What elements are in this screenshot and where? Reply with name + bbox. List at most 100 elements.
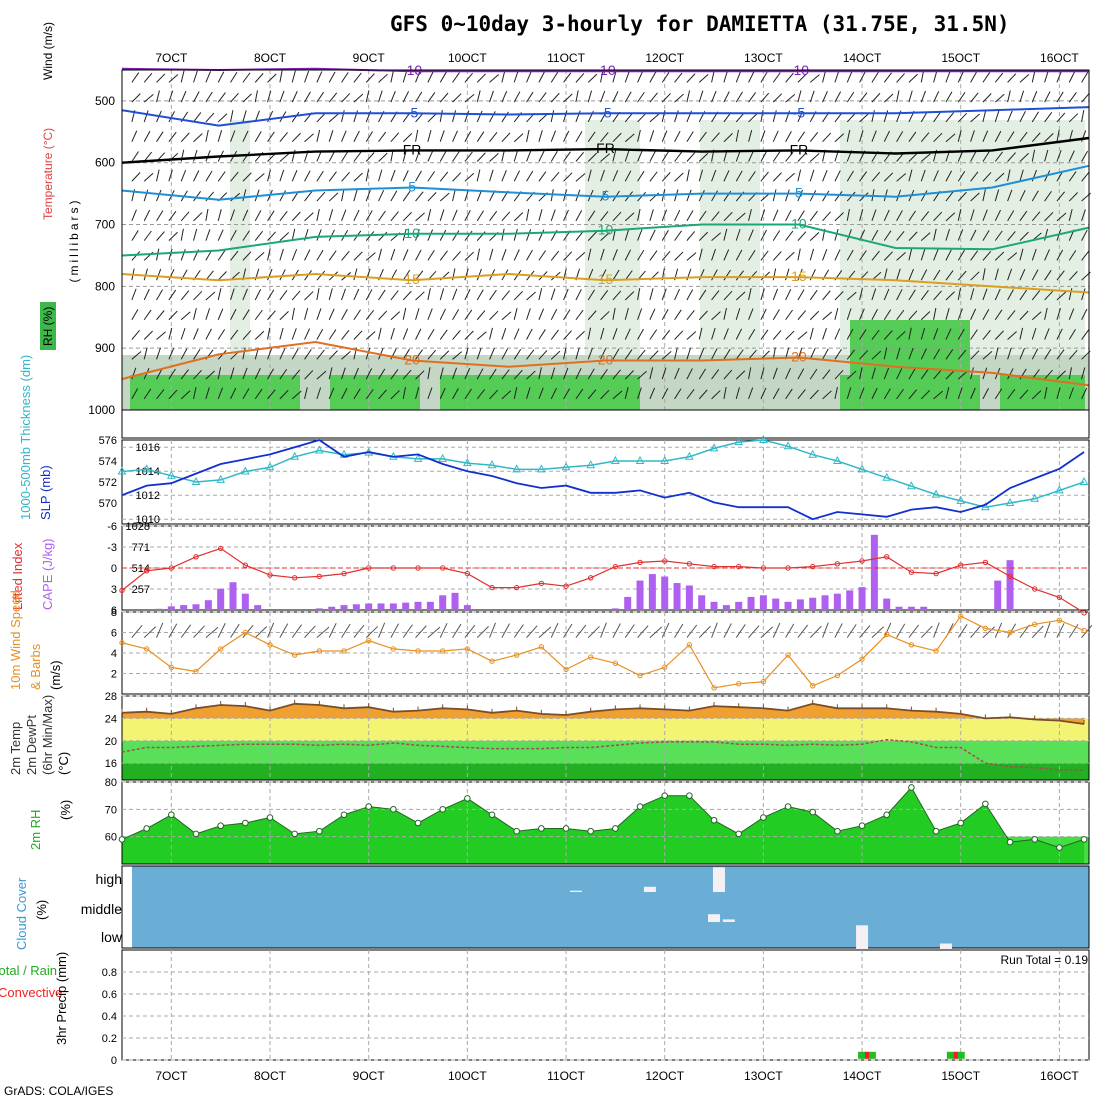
temp-side-label: 2m Temp 2m DewPt (6hr Min/Max) (°C): [8, 695, 71, 775]
rh-point: [439, 806, 446, 813]
wind-barb: [982, 189, 986, 202]
wind-barb: [785, 94, 796, 103]
wind-barb: [797, 231, 807, 241]
wind-barb: [883, 288, 890, 301]
dewpt-line: [121, 738, 1085, 771]
pressure-tick-label: 900: [95, 341, 115, 355]
wind-barb: [982, 209, 988, 222]
li-point: [933, 570, 939, 577]
wind-barb: [723, 133, 733, 143]
wind-barb: [526, 129, 530, 142]
wind-barb: [846, 71, 853, 83]
wind-barb: [822, 390, 832, 400]
wind-barb: [143, 347, 148, 360]
wind-barb: [1031, 348, 1039, 360]
wind-barb: [353, 130, 360, 142]
wind-barb: [291, 369, 301, 380]
wind-barb: [698, 190, 705, 202]
wind-barb: [205, 229, 211, 241]
wind-barb: [711, 169, 717, 182]
wind-barb: [365, 152, 375, 162]
rh-shade-high: [440, 375, 640, 410]
wind10m-barb: [982, 626, 995, 638]
rh-point: [883, 811, 891, 819]
wind-barb: [230, 229, 237, 241]
wind-barb: [304, 370, 314, 380]
wind10m-point: [785, 652, 791, 658]
wind-barb: [267, 347, 273, 360]
wind-barb: [230, 71, 238, 83]
wind-barb: [674, 93, 684, 103]
rh-point: [686, 792, 693, 799]
wind-barb: [624, 291, 635, 301]
wind-barb: [427, 192, 437, 202]
wind-barb: [735, 212, 746, 222]
rh-line: [121, 786, 1085, 849]
li-point: [810, 563, 816, 570]
wind-barb: [316, 112, 326, 123]
wind-barb: [1019, 169, 1024, 182]
wind-barb: [760, 288, 765, 301]
upper-air-side-label: Wind (m/s)Temperature (°C)RH (%): [40, 22, 56, 350]
wind-barb: [846, 370, 857, 380]
wind-barb: [328, 288, 333, 301]
x-tick-label-top: 12OCT: [645, 51, 684, 65]
wind-barb: [785, 288, 792, 301]
wind-barb: [427, 171, 436, 182]
wind-barb: [772, 268, 777, 281]
wind-barb: [945, 191, 954, 202]
wind-barb: [1044, 328, 1050, 340]
wind-barb: [378, 368, 386, 380]
wind-barb: [427, 129, 432, 142]
wind-barb: [970, 71, 977, 83]
wind-barb: [686, 152, 696, 162]
wind-barb: [982, 388, 989, 400]
wind-barb: [1068, 271, 1078, 281]
wind-barb: [649, 229, 656, 241]
wind-barb: [550, 209, 556, 222]
wind-barb: [1044, 190, 1052, 202]
wind-barb: [378, 289, 386, 301]
isotherm-label: 10: [791, 216, 807, 232]
cape-bar: [821, 595, 829, 610]
wind-barb: [304, 249, 311, 261]
wind-barb: [439, 329, 448, 340]
wind-barb: [772, 151, 781, 162]
wind-barb: [365, 310, 375, 321]
wind-barb: [797, 310, 807, 321]
wind10m-barb: [550, 622, 559, 638]
wind-barb: [452, 351, 463, 360]
isotherm-label: 10: [404, 225, 420, 241]
rh-point: [464, 795, 471, 802]
wind-barb: [871, 367, 876, 380]
wind-barb: [452, 309, 460, 321]
wind-barb: [1044, 211, 1054, 222]
wind10m-point: [267, 642, 273, 648]
wind-barb: [1007, 231, 1016, 241]
run-total-label: Run Total = 0.19: [1000, 953, 1088, 967]
precip-conv-bar: [864, 1051, 869, 1059]
li-point: [316, 573, 323, 580]
wind10m-barb: [760, 626, 774, 638]
wind10m-tick-label: 8: [111, 607, 117, 619]
wind-barb: [587, 90, 593, 103]
wind-barb: [267, 368, 274, 380]
wind-barb: [230, 250, 239, 261]
wind-barb: [131, 72, 140, 83]
wind10m-point: [859, 656, 865, 662]
thickness-point: [1079, 476, 1089, 485]
wind-barb: [217, 250, 226, 261]
wind-barb: [279, 190, 287, 202]
upper-air-frame: [121, 69, 1090, 439]
wind-barb: [612, 369, 621, 380]
wind-barb: [649, 250, 658, 261]
pressure-tick-label: 500: [95, 94, 115, 108]
wind-barb: [489, 90, 494, 103]
wind-barb: [612, 149, 617, 162]
wind-barb: [291, 249, 298, 261]
wind-barb: [920, 248, 926, 261]
wind-barb: [180, 390, 191, 400]
wind-barb: [464, 189, 470, 202]
wind-barb: [896, 131, 904, 142]
wind-barb: [316, 170, 324, 182]
